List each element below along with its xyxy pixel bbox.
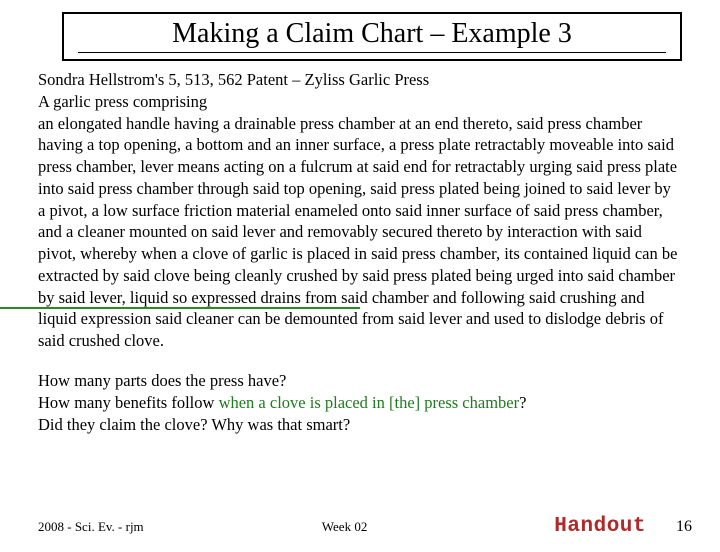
handout-label: Handout <box>554 515 646 538</box>
footer-left: 2008 - Sci. Ev. - rjm <box>38 519 242 535</box>
question-2-green: when a clove is placed in [the] press ch… <box>219 393 520 412</box>
footer-right: Handout 16 <box>447 515 692 538</box>
footer-center: Week 02 <box>242 519 446 535</box>
questions-block: How many parts does the press have? How … <box>38 370 682 437</box>
question-3: Did they claim the clove? Why was that s… <box>38 414 682 436</box>
question-2: How many benefits follow when a clove is… <box>38 392 682 414</box>
claim-intro: A garlic press comprising <box>38 91 682 113</box>
claim-body: an elongated handle having a drainable p… <box>38 113 682 352</box>
question-2-pre: How many benefits follow <box>38 393 219 412</box>
patent-subhead: Sondra Hellstrom's 5, 513, 562 Patent – … <box>38 69 682 91</box>
slide-title: Making a Claim Chart – Example 3 <box>74 18 670 50</box>
green-divider-line <box>0 307 360 309</box>
title-box: Making a Claim Chart – Example 3 <box>62 12 682 61</box>
question-2-post: ? <box>519 393 526 412</box>
question-1: How many parts does the press have? <box>38 370 682 392</box>
slide-number: 16 <box>676 518 692 536</box>
footer: 2008 - Sci. Ev. - rjm Week 02 Handout 16 <box>0 515 720 538</box>
title-underline <box>78 52 666 53</box>
claim-text-block: Sondra Hellstrom's 5, 513, 562 Patent – … <box>38 69 682 352</box>
